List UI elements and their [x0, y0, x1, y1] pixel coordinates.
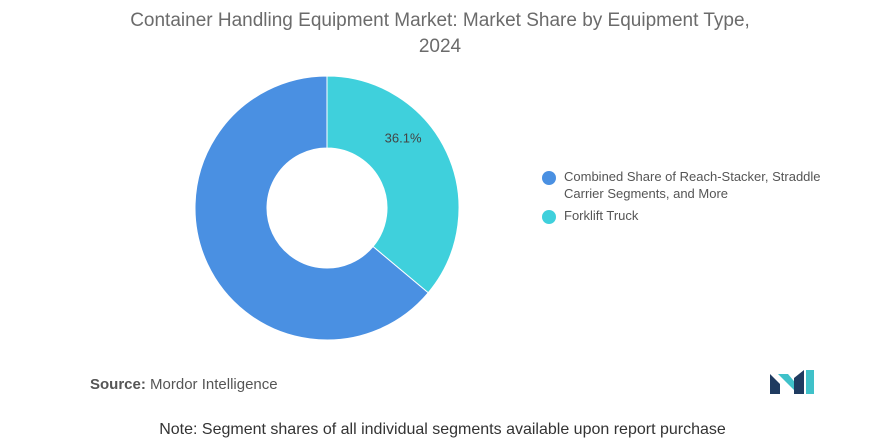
logo-shape-right [794, 370, 804, 394]
legend-label-combined-share: Combined Share of Reach-Stacker, Straddl… [564, 169, 821, 201]
source-text: Mordor Intelligence [150, 376, 278, 393]
mordor-intelligence-logo-icon [770, 370, 814, 394]
chart-title: Container Handling Equipment Market: Mar… [130, 10, 750, 57]
chart-legend: Combined Share of Reach-Stacker, Straddl… [540, 168, 860, 229]
legend-swatch-forklift-truck [542, 210, 556, 224]
donut-slice-combined-share [194, 75, 429, 341]
source-label: Source: [90, 376, 146, 393]
data-label-forklift-truck: 36.1% [385, 130, 422, 145]
legend-item-forklift-truck: Forklift Truck [540, 207, 860, 224]
donut-slice-forklift-truck [326, 75, 460, 294]
legend-swatch-combined-share [542, 171, 556, 185]
footnote: Note: Segment shares of all individual s… [159, 421, 726, 438]
legend-item-combined-share: Combined Share of Reach-Stacker, Straddl… [540, 168, 860, 202]
logo-shape-left [770, 374, 780, 394]
logo-shape-end [806, 370, 814, 394]
source-line: Source: Mordor Intelligence [90, 376, 278, 393]
legend-label-forklift-truck: Forklift Truck [564, 208, 639, 223]
logo-shape-mid [778, 374, 798, 394]
